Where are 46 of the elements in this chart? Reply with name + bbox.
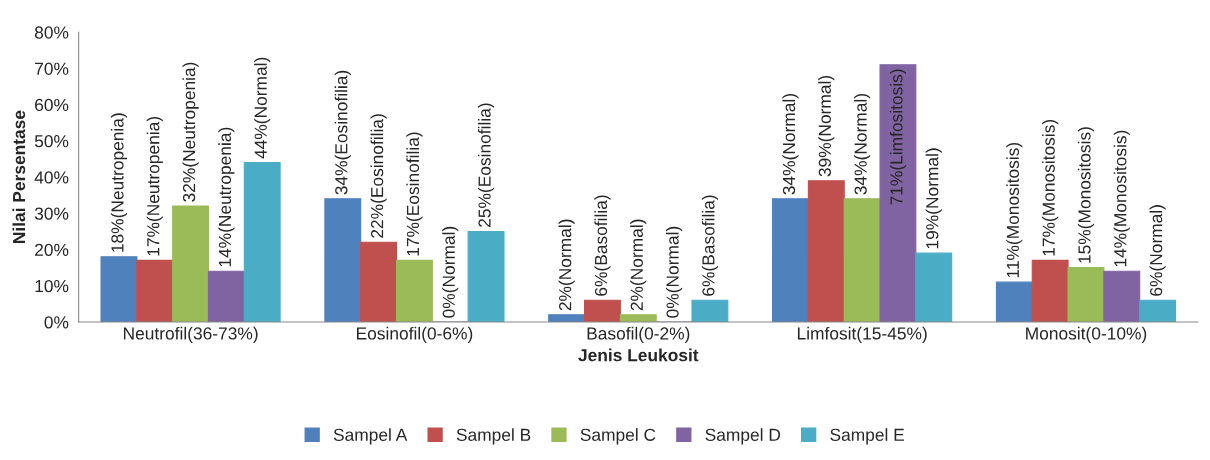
legend-label: Sampel C [580,428,656,445]
y-tick-label: 0% [44,316,69,329]
legend-label: Sampel D [705,428,781,445]
data-label: 39%(Normal) [818,75,835,177]
y-tick-label: 60% [35,98,69,112]
data-label: 0%(Normal) [442,226,459,318]
data-label: 44%(Normal) [254,57,271,159]
data-label: 2%(Normal) [630,219,647,311]
x-axis-title: Jenis Leukosit [578,348,699,362]
data-label: 6%(Basofilia) [701,195,718,296]
data-label: 34%(Normal) [782,94,799,195]
data-label: 17%(Neutropenia) [146,116,163,256]
data-label: 14%(Neutropenia) [218,127,235,267]
data-label: 14%(Monositosis) [1113,130,1130,267]
y-axis-title: Nilai Persentase [12,110,26,244]
legend-label: Sampel E [830,428,905,445]
data-label: 18%(Neutropenia) [110,113,128,252]
x-tick-label: Neutrofil(36-73%) [123,326,258,344]
y-tick-label: 20% [35,243,69,257]
data-label: 32%(Neutropenia) [182,62,199,202]
data-label: 17%(Eosinofilia) [406,132,423,256]
data-label: 34%(Eosinofilia) [334,70,351,195]
legend-label: Sampel B [456,428,531,445]
y-tick-label: 70% [35,62,69,75]
data-label: 22%(Eosinofilia) [370,114,387,238]
data-label: 6%(Basofilia) [594,195,611,296]
x-tick-label: Basofil(0-2%) [587,326,690,344]
x-tick-label: Eosinofil(0-6%) [356,326,473,344]
y-tick-label: 40% [34,171,69,184]
data-label: 11%(Monositosis) [1006,142,1023,278]
data-label: 15%(Monositosis) [1077,127,1095,263]
x-tick-label: Limfosit(15-45%) [797,326,927,344]
legend-label: Sampel A [333,428,408,445]
data-label: 19%(Normal) [925,148,942,249]
data-label: 6%(Normal) [1149,205,1166,296]
data-label: 34%(Normal) [854,94,871,195]
data-label: 71%(Limfositosis) [889,69,907,205]
x-tick-label: Monosit(0-10%) [1026,326,1147,344]
y-tick-label: 80% [34,26,69,39]
y-tick-label: 30% [34,207,69,220]
data-label: 17%(Monositosis) [1042,119,1059,256]
y-tick-label: 50% [34,135,69,148]
data-label: 2%(Normal) [558,219,575,311]
data-label: 0%(Normal) [666,226,683,318]
data-label: 25%(Eosinofilia) [477,103,495,227]
y-tick-label: 10% [35,279,69,293]
